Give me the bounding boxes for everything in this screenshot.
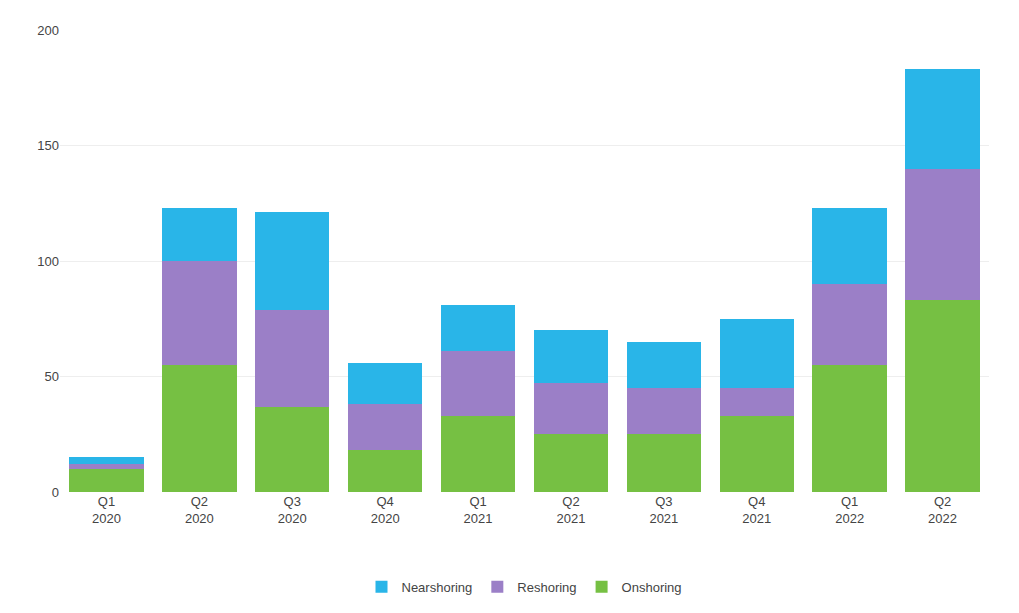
svg-text:Q22021: Q22021 bbox=[556, 494, 585, 526]
svg-text:Q32020: Q32020 bbox=[278, 494, 307, 526]
svg-text:150: 150 bbox=[37, 138, 59, 153]
svg-text:Q12022: Q12022 bbox=[835, 494, 864, 526]
svg-text:Q42021: Q42021 bbox=[742, 494, 771, 526]
svg-text:Q22022: Q22022 bbox=[928, 494, 957, 526]
svg-text:Onshoring: Onshoring bbox=[622, 580, 682, 595]
svg-text:200: 200 bbox=[37, 23, 59, 38]
svg-text:Nearshoring: Nearshoring bbox=[402, 580, 473, 595]
svg-text:Q12021: Q12021 bbox=[464, 494, 493, 526]
svg-text:Q22020: Q22020 bbox=[185, 494, 214, 526]
svg-text:100: 100 bbox=[37, 254, 59, 269]
svg-text:0: 0 bbox=[52, 485, 59, 500]
svg-text:50: 50 bbox=[45, 369, 59, 384]
svg-text:Q12020: Q12020 bbox=[92, 494, 121, 526]
svg-text:Reshoring: Reshoring bbox=[517, 580, 576, 595]
svg-text:Q42020: Q42020 bbox=[371, 494, 400, 526]
svg-text:Q32021: Q32021 bbox=[649, 494, 678, 526]
